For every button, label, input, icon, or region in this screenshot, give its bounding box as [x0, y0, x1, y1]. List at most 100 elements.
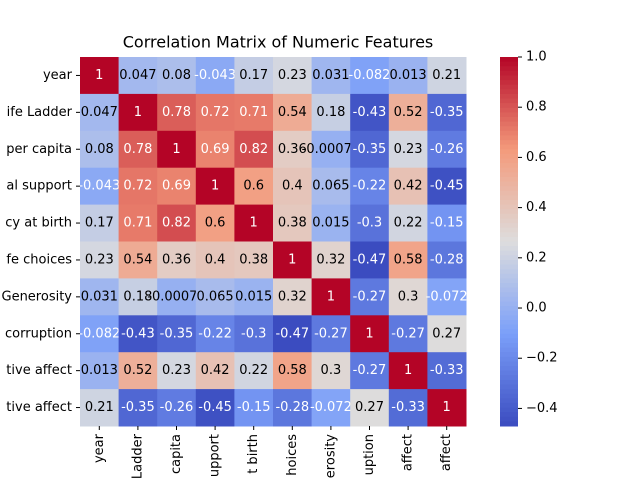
heatmap-cell: [234, 241, 274, 279]
cell-label: 1: [250, 216, 258, 231]
heatmap-cell: [273, 352, 313, 390]
cell-label: 0.36: [162, 252, 191, 267]
colorbar-segment: [500, 232, 518, 238]
heatmap-cell: [388, 352, 428, 390]
cell-label: 0.4: [282, 179, 303, 194]
cell-label: 0.32: [316, 252, 345, 267]
cell-label: -0.26: [160, 400, 194, 415]
y-tick-label: ife Ladder: [7, 105, 73, 120]
cell-label: -0.28: [275, 400, 309, 415]
cell-label: -0.27: [314, 326, 348, 341]
cell-label: -0.27: [353, 363, 387, 378]
cell-label: 0.72: [123, 179, 152, 194]
heatmap-cell: [80, 389, 120, 427]
colorbar-segment: [500, 375, 518, 381]
colorbar-segment: [500, 66, 518, 72]
colorbar-tick-label: 0.2: [526, 250, 547, 265]
cell-label: -0.15: [430, 216, 464, 231]
cell-label: 1: [134, 105, 142, 120]
colorbar-segment: [500, 61, 518, 67]
heatmap-cell: [118, 241, 158, 279]
colorbar-segment: [500, 370, 518, 376]
x-tick-label: upport: [208, 434, 223, 477]
colorbar-segment: [500, 70, 518, 76]
heatmap-cell: [311, 93, 351, 132]
colorbar-segment: [500, 140, 518, 146]
colorbar-segment: [500, 393, 518, 399]
cell-label: 0.58: [278, 363, 307, 378]
heatmap-cell: [427, 278, 467, 316]
heatmap-cell: [157, 241, 197, 279]
cell-label: 0.78: [123, 142, 152, 157]
heatmap-cell: [427, 352, 467, 390]
cell-label: 0.015: [235, 289, 272, 304]
heatmap-cell: [350, 389, 390, 427]
heatmap-cell: [80, 93, 120, 132]
colorbar-segment: [500, 347, 518, 353]
colorbar-segment: [500, 204, 518, 210]
x-tick-label: t birth: [246, 434, 261, 474]
cell-label: 0.013: [389, 68, 426, 83]
cell-label: 0.6: [243, 179, 264, 194]
heatmap-cell: [157, 57, 197, 95]
cell-label: 0.71: [123, 216, 152, 231]
heatmap-cell: [388, 278, 428, 316]
colorbar-segment: [500, 195, 518, 201]
cell-label: 0.015: [312, 216, 349, 231]
cell-label: -0.28: [430, 252, 464, 267]
y-tick-label: cy at birth: [5, 216, 72, 231]
heatmap-cell: [273, 278, 313, 316]
heatmap-cell: [118, 167, 158, 206]
heatmap-cell: [350, 278, 390, 316]
y-tick-label: tive affect: [6, 400, 72, 415]
colorbar-segment: [500, 107, 518, 113]
heatmap-cell: [350, 352, 390, 390]
cell-label: -0.00077: [302, 142, 360, 157]
cell-label: -0.33: [430, 363, 464, 378]
heatmap-cell: [311, 167, 351, 206]
cell-label: 1: [404, 363, 412, 378]
heatmap-cell: [157, 204, 197, 242]
heatmap-cell: [195, 352, 235, 390]
heatmap-cell: [195, 167, 235, 206]
cell-label: -0.33: [391, 400, 425, 415]
cell-label: 0.27: [355, 400, 384, 415]
cell-label: 0.031: [312, 68, 349, 83]
heatmap-cell: [157, 389, 197, 427]
colorbar-segment: [500, 135, 518, 141]
cell-label: -0.27: [391, 326, 425, 341]
colorbar-segment: [500, 273, 518, 279]
colorbar-segment: [500, 301, 518, 307]
colorbar-segment: [500, 241, 518, 247]
cell-label: 0.42: [201, 363, 230, 378]
heatmap-cell: [388, 389, 428, 427]
cell-label: -0.47: [353, 252, 387, 267]
cell-label: 0.22: [394, 216, 423, 231]
heatmap-cell: [311, 57, 351, 95]
heatmap-cell: [311, 352, 351, 390]
colorbar-segment: [500, 402, 518, 409]
cell-label: -0.082: [78, 326, 120, 341]
heatmap-cell: [350, 241, 390, 279]
cell-label: 1: [443, 400, 451, 415]
cell-label: -0.22: [353, 179, 387, 194]
colorbar-segment: [500, 356, 518, 362]
heatmap-cell: [388, 204, 428, 242]
colorbar-segment: [500, 352, 518, 358]
cell-label: 0.52: [394, 105, 423, 120]
heatmap-cell: [234, 167, 274, 206]
heatmap-cell: [195, 389, 235, 427]
cell-label: 0.23: [162, 363, 191, 378]
colorbar-segment: [500, 144, 518, 150]
cell-label: 1: [365, 326, 373, 341]
cell-label: 0.08: [85, 142, 114, 157]
x-tick-label: year: [92, 433, 107, 463]
colorbar-tick-label: 0.4: [526, 200, 547, 215]
heatmap-cell: [80, 352, 120, 390]
cell-label: 0.031: [81, 289, 118, 304]
heatmap-cell: [388, 315, 428, 353]
heatmap-cell: [234, 278, 274, 316]
colorbar-segment: [500, 98, 518, 104]
cell-label: 0.36: [278, 142, 307, 157]
cell-label: 0.69: [162, 179, 191, 194]
